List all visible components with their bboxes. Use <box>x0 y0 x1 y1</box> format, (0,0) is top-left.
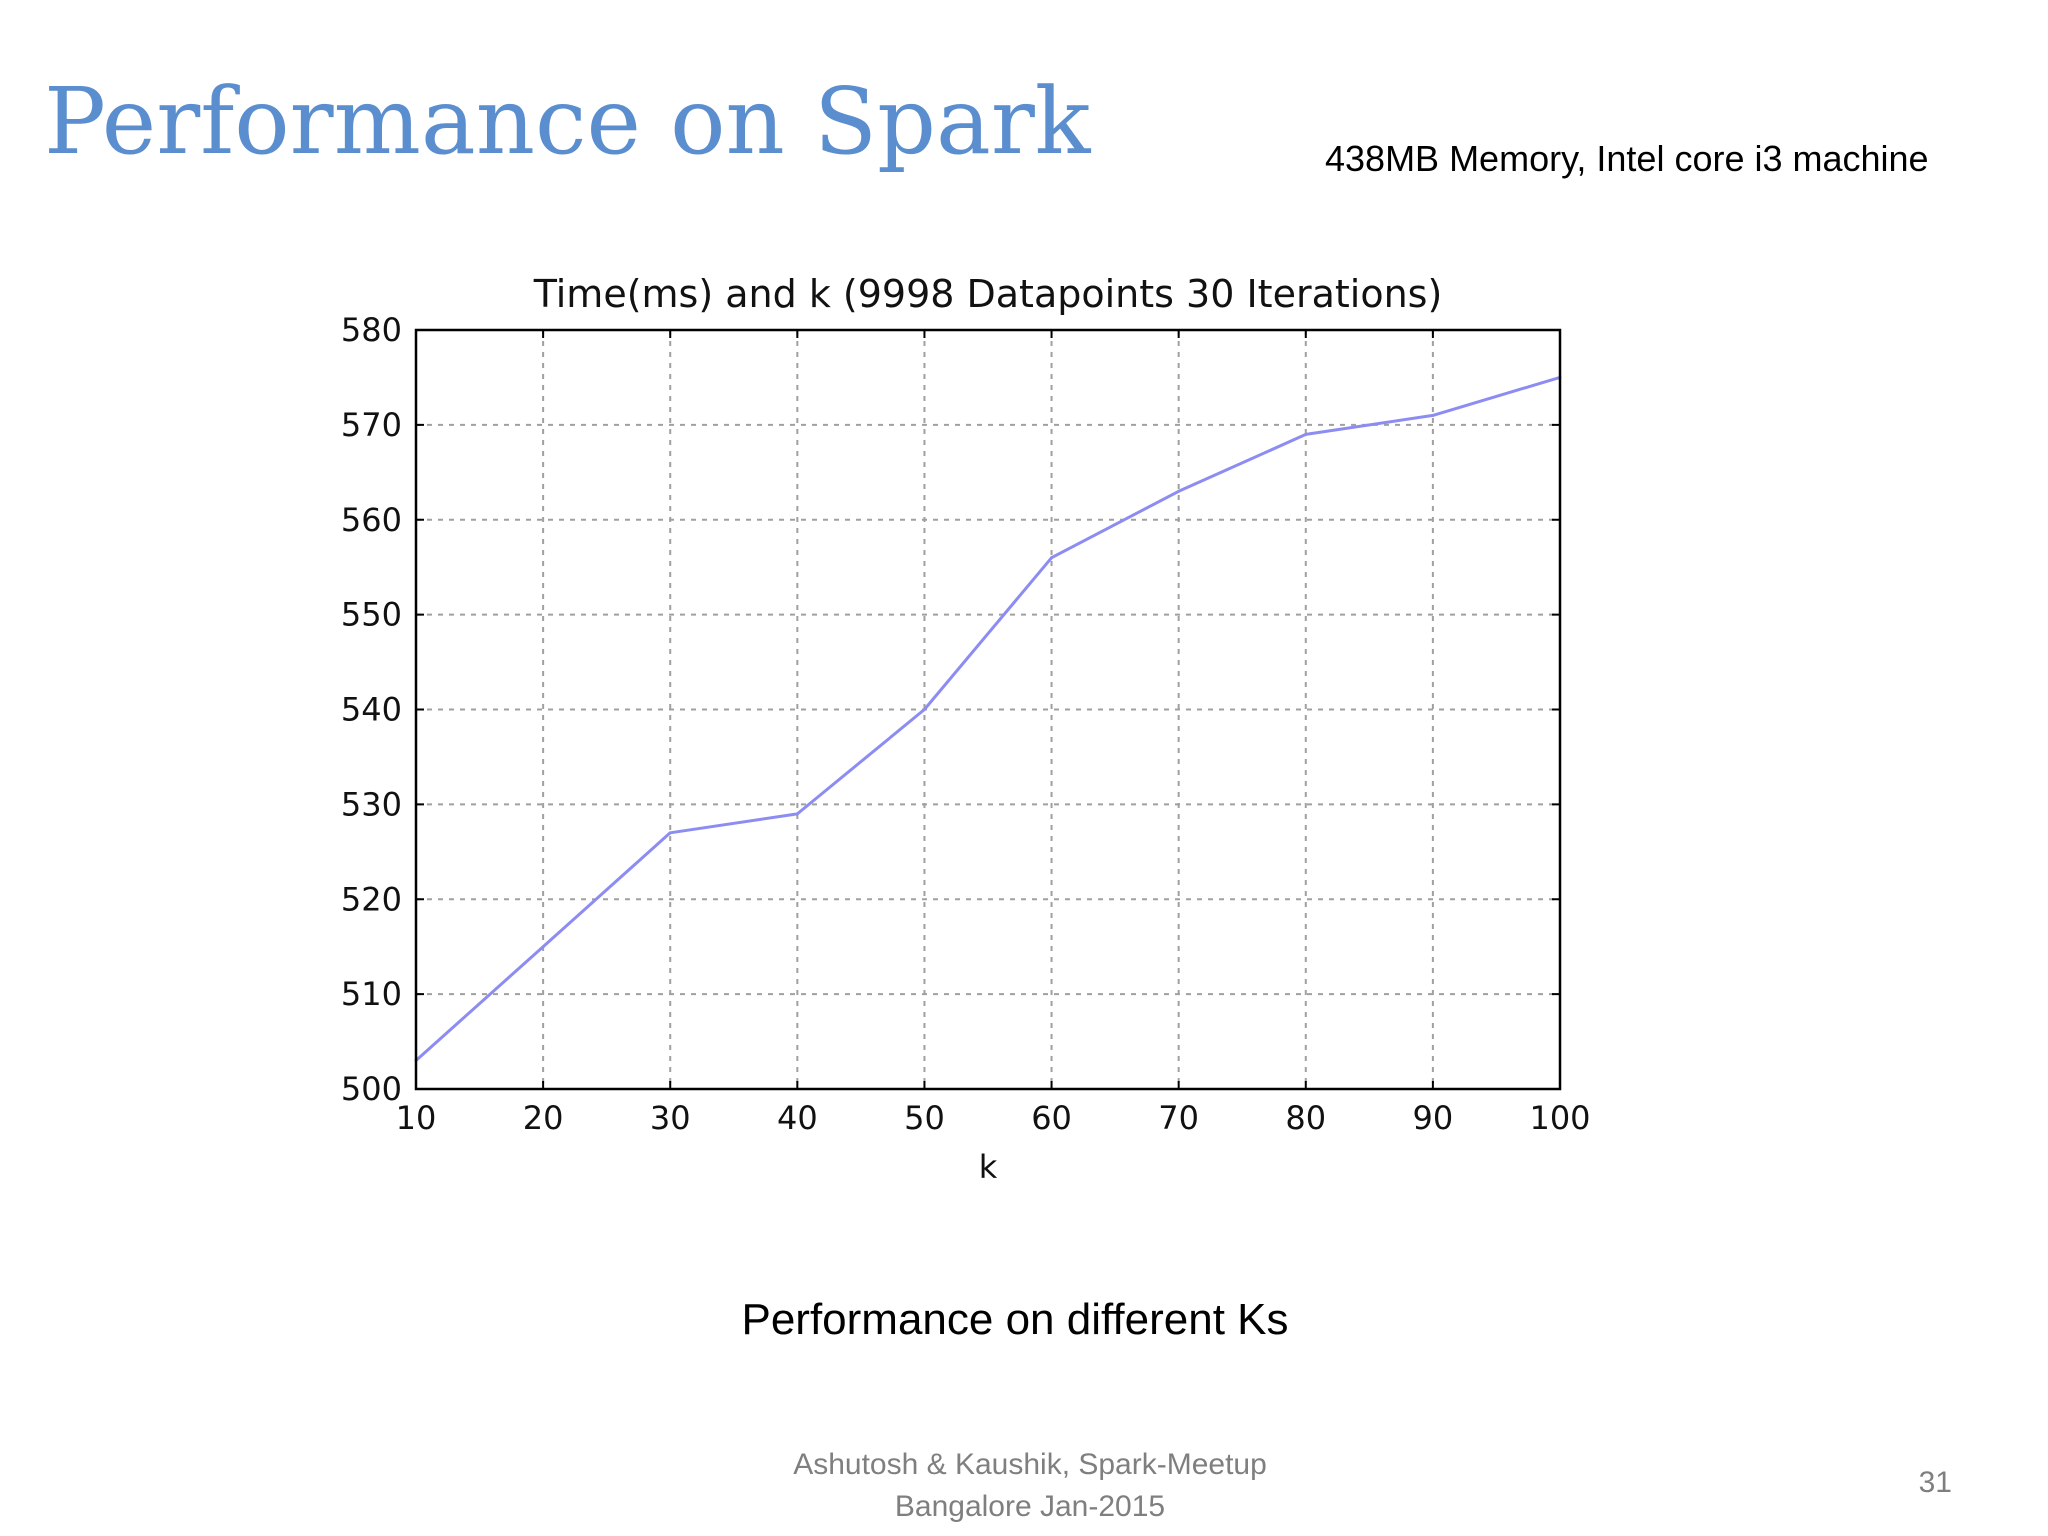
y-tick-label: 560 <box>341 501 402 539</box>
x-tick-label: 50 <box>904 1099 945 1137</box>
footer-event: Bangalore Jan-2015 <box>894 1490 1166 1523</box>
y-tick-label: 510 <box>341 975 402 1013</box>
data-point <box>541 945 545 949</box>
x-tick-label: 70 <box>1158 1099 1199 1137</box>
data-point <box>795 812 799 816</box>
series-line <box>414 375 1561 1062</box>
machine-spec-subtitle: 438MB Memory, Intel core i3 machine <box>1325 138 1929 179</box>
x-tick-label: 30 <box>650 1099 691 1137</box>
data-point <box>922 708 926 711</box>
x-tick-label: 40 <box>777 1099 818 1137</box>
y-tick-label: 500 <box>341 1070 402 1108</box>
y-tick-label: 540 <box>341 691 402 729</box>
y-tick-label: 520 <box>341 880 402 918</box>
y-tick-label: 570 <box>341 406 402 444</box>
grid-lines <box>416 330 1560 1089</box>
x-tick-label: 60 <box>1031 1099 1072 1137</box>
y-tick-label: 530 <box>341 785 402 823</box>
x-tick-label: 10 <box>396 1099 437 1137</box>
series-layer <box>414 375 1562 1063</box>
y-tick-label: 580 <box>341 311 402 349</box>
footer-authors: Ashutosh & Kaushik, Spark-Meetup <box>793 1448 1267 1481</box>
data-point <box>1431 413 1435 417</box>
data-point <box>1050 556 1054 560</box>
tick-labels: 10 20 30 40 50 60 70 80 90 100 500 510 520 530 540 550 5… <box>341 311 1591 1137</box>
y-tick-label: 550 <box>341 596 402 634</box>
x-tick-label: 80 <box>1285 1099 1326 1137</box>
data-point <box>668 831 672 835</box>
x-tick-label: 20 <box>523 1099 564 1137</box>
x-tick-label: 100 <box>1529 1099 1590 1137</box>
footer: Ashutosh & Kaushik, Spark-Meetup Bangalo… <box>750 1444 1310 1528</box>
data-point <box>1177 489 1181 493</box>
chart-caption: Performance on different Ks <box>741 1295 1289 1344</box>
data-point <box>1304 432 1308 436</box>
chart-title: Time(ms) and k (9998 Datapoints 30 Itera… <box>533 272 1443 316</box>
page-number: 31 <box>1918 1466 1952 1499</box>
slide-title: Performance on Spark <box>44 68 1091 175</box>
x-tick-label: 90 <box>1413 1099 1454 1137</box>
plot-frame <box>414 328 1562 1091</box>
x-axis-label: k <box>979 1148 998 1186</box>
